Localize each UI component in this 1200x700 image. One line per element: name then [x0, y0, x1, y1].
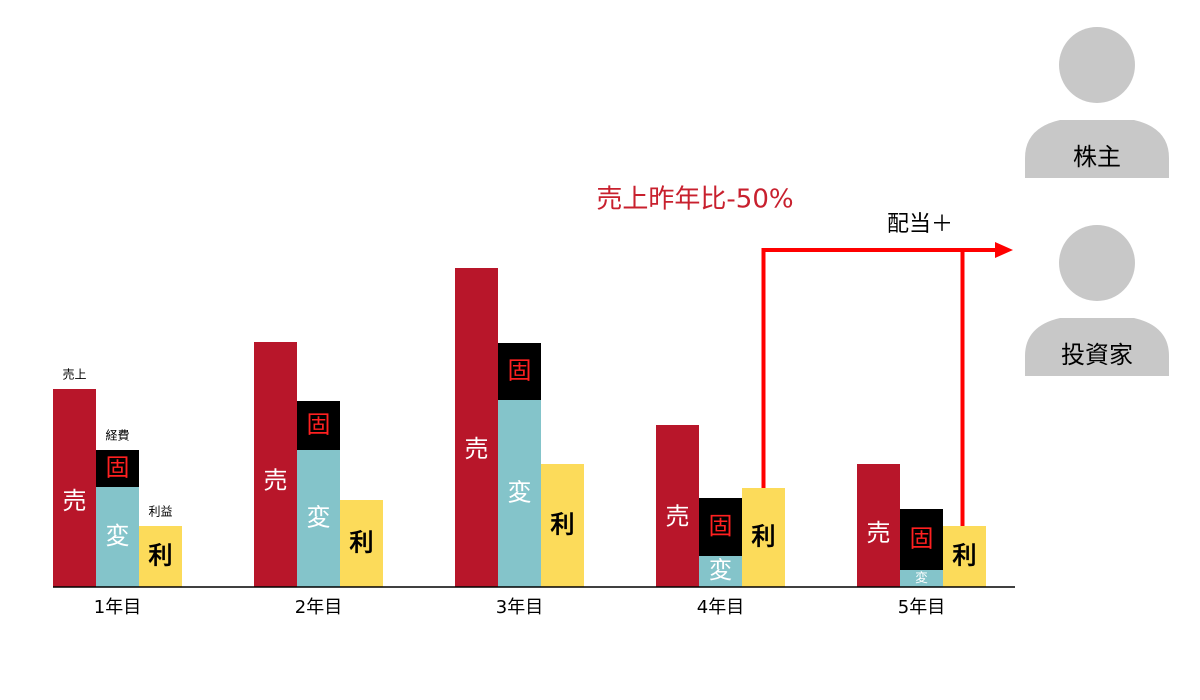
bar-segment [96, 450, 139, 487]
segment-label: 利 [953, 542, 977, 570]
bar-segment [900, 509, 943, 570]
segment-label: 変 [307, 504, 331, 532]
segment-label: 利 [551, 511, 575, 539]
segment-label: 固 [508, 357, 532, 385]
bar-segment [340, 500, 383, 587]
person-label: 株主 [1073, 143, 1121, 171]
arrow-head [995, 242, 1013, 258]
bar-segment [699, 498, 742, 556]
x-tick-label: 4年目 [697, 597, 744, 618]
segment-label: 売 [63, 487, 87, 515]
bar-segment [297, 401, 340, 450]
segment-label: 固 [307, 411, 331, 439]
segment-label: 利 [350, 529, 374, 557]
bar-segment [742, 488, 785, 587]
bar-segment [857, 464, 900, 587]
bar-segment [900, 570, 943, 587]
bar-segment [699, 556, 742, 587]
segment-label: 利 [752, 523, 776, 551]
segment-label: 利 [149, 542, 173, 570]
segment-label: 変 [915, 570, 928, 586]
x-tick-label: 5年目 [898, 597, 945, 618]
annotation: 配当＋ [887, 212, 953, 237]
segment-label: 売 [264, 467, 288, 495]
person-body [1025, 318, 1169, 376]
bar-segment [455, 268, 498, 587]
person-head [1059, 225, 1135, 301]
segment-label: 変 [709, 557, 732, 584]
segment-label: 変 [106, 522, 130, 550]
segment-label: 売 [666, 502, 690, 530]
segment-label: 固 [910, 525, 934, 553]
bar-segment [254, 342, 297, 587]
bar-segment [297, 450, 340, 587]
segment-label: 変 [508, 479, 532, 507]
bar-segment [498, 343, 541, 400]
bar-segment [541, 464, 584, 587]
segment-label: 固 [106, 454, 130, 482]
person-head [1059, 27, 1135, 103]
segment-label: 売 [867, 519, 891, 547]
annotation: 売上昨年比-50% [596, 185, 793, 215]
person-label: 投資家 [1061, 341, 1133, 369]
series-name: 売上 [62, 367, 86, 382]
bar-segment [943, 526, 986, 587]
segment-label: 売 [465, 435, 489, 463]
bar-segment [53, 389, 96, 587]
x-tick-label: 2年目 [295, 597, 342, 618]
bar-segment [96, 487, 139, 587]
bar-segment [656, 425, 699, 587]
segment-label: 固 [709, 512, 733, 540]
bar-segment [498, 400, 541, 587]
series-name: 利益 [148, 505, 172, 519]
x-tick-label: 3年目 [496, 597, 543, 618]
person-body [1025, 120, 1169, 178]
series-name: 経費 [105, 428, 129, 443]
dividend-arrow [761, 248, 998, 488]
bar-segment [139, 526, 182, 587]
x-tick-label: 1年目 [94, 597, 141, 618]
